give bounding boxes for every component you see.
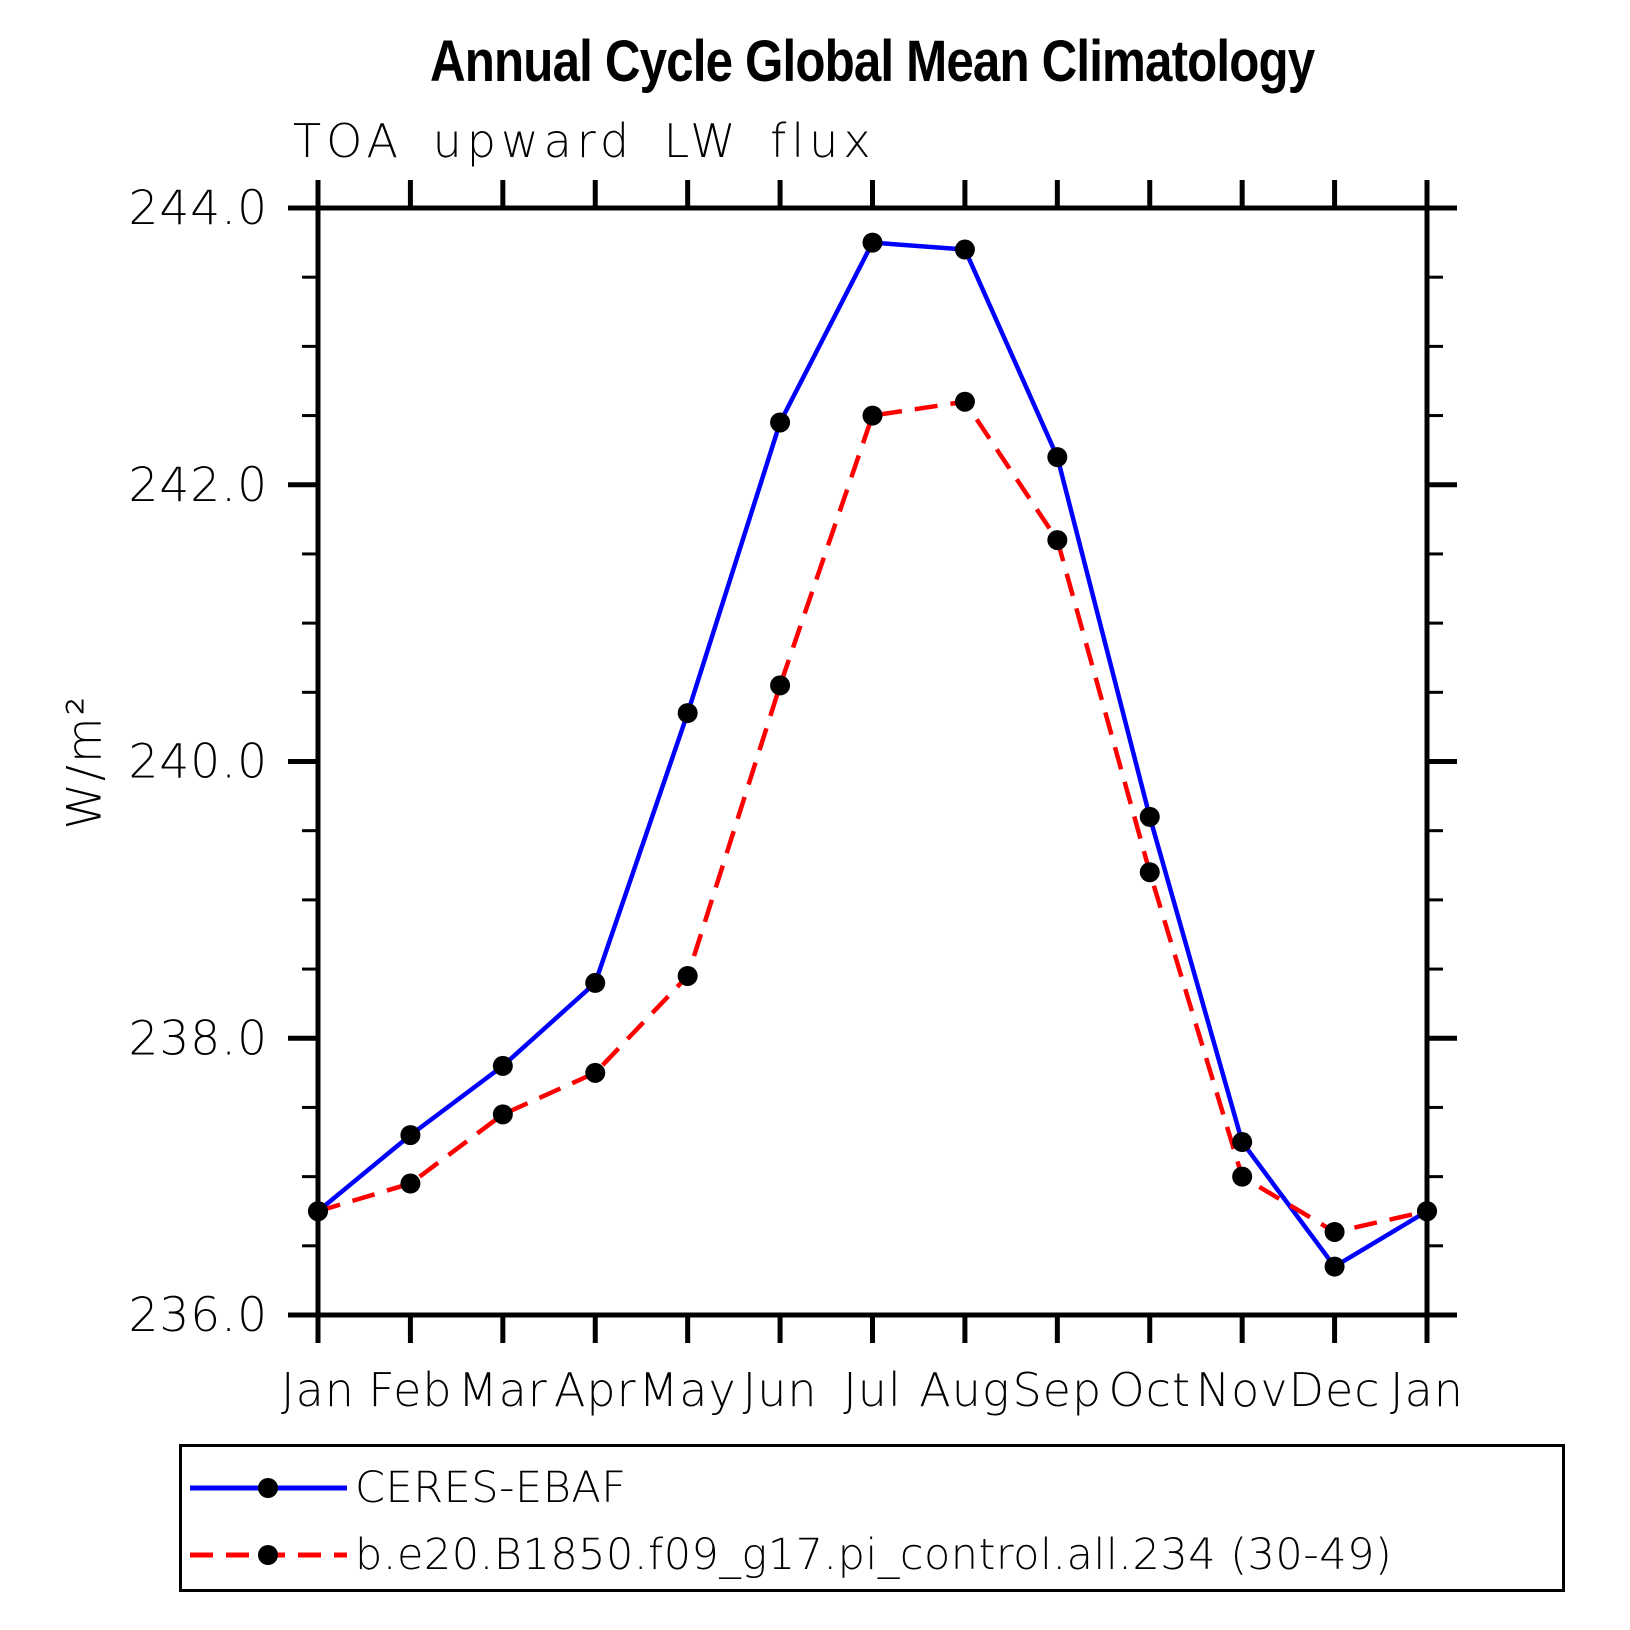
- x-tick-label: Jan: [281, 1363, 355, 1417]
- data-point-marker-s0-May: [677, 703, 698, 724]
- data-point-marker-s1-May: [677, 965, 698, 986]
- data-point-marker-s1-Jan: [1417, 1201, 1437, 1222]
- data-point-marker-s1-Jul: [862, 405, 883, 426]
- x-tick-label: Dec: [1289, 1363, 1381, 1417]
- data-point-marker-s0-Dec: [1324, 1256, 1345, 1277]
- legend-swatch-solid-line: [190, 1478, 347, 1498]
- chart-title: Annual Cycle Global Mean Climatology: [318, 28, 1427, 95]
- y-tick-label: 238.0: [128, 1011, 268, 1066]
- legend-label-model: b.e20.B1850.f09_g17.pi_control.all.234 (…: [355, 1530, 1393, 1580]
- data-point-marker-s1-Feb: [400, 1173, 421, 1194]
- data-point-marker-s0-Sep: [1047, 447, 1068, 468]
- data-point-marker-s1-Mar: [492, 1104, 513, 1125]
- y-tick-label: 244.0: [128, 181, 268, 236]
- x-tick-label: Apr: [554, 1363, 637, 1417]
- data-point-marker-s0-Jul: [862, 232, 883, 253]
- data-point-marker-s0-Apr: [585, 972, 606, 993]
- legend-marker-dot: [258, 1545, 278, 1565]
- legend-label-ceres-ebaf: CERES-EBAF: [355, 1463, 627, 1513]
- y-tick-label: 240.0: [128, 735, 268, 790]
- data-point-marker-s0-Jun: [770, 412, 791, 433]
- data-point-marker-s1-Apr: [585, 1062, 606, 1083]
- legend-entry-model: b.e20.B1850.f09_g17.pi_control.all.234 (…: [182, 1530, 1392, 1580]
- x-tick-label: Jul: [843, 1363, 902, 1417]
- data-point-marker-s1-Dec: [1324, 1221, 1345, 1242]
- legend-swatch-dashed-line: [190, 1545, 347, 1565]
- plot-frame: [315, 205, 1430, 1318]
- data-point-marker-s0-Mar: [492, 1055, 513, 1076]
- data-point-marker-s1-Jan: [308, 1201, 328, 1222]
- series-line-1: [317, 399, 1428, 1235]
- data-point-marker-s1-Nov: [1232, 1166, 1253, 1187]
- x-tick-label: Oct: [1108, 1363, 1191, 1417]
- x-tick-label: Nov: [1196, 1363, 1289, 1417]
- legend-marker-dot: [258, 1478, 278, 1498]
- data-point-marker-s0-Aug: [954, 239, 975, 260]
- y-tick-label: 236.0: [128, 1288, 268, 1343]
- x-tick-label: Mar: [458, 1363, 548, 1417]
- data-point-marker-s1-Sep: [1047, 530, 1068, 551]
- series-line-0: [316, 240, 1429, 1270]
- legend-entry-ceres-ebaf: CERES-EBAF: [182, 1463, 627, 1513]
- data-point-marker-s1-Aug: [954, 391, 975, 412]
- x-tick-label: Jan: [1390, 1363, 1464, 1417]
- x-tick-label: Sep: [1012, 1363, 1102, 1417]
- data-point-marker-s0-Nov: [1232, 1132, 1253, 1153]
- chart-subtitle: TOA upward LW flux: [293, 114, 876, 168]
- data-point-marker-s0-Oct: [1139, 806, 1160, 827]
- data-point-marker-s0-Feb: [400, 1125, 421, 1146]
- y-tick-label: 242.0: [128, 458, 268, 513]
- data-point-marker-s1-Jun: [770, 675, 791, 696]
- chart-title-text: Annual Cycle Global Mean Climatology: [430, 29, 1315, 94]
- x-tick-label: Jun: [743, 1363, 818, 1417]
- x-tick-label: May: [639, 1363, 737, 1417]
- legend-box: CERES-EBAF b.e20.B1850.f09_g17.pi_contro…: [179, 1444, 1565, 1592]
- x-tick-label: Feb: [368, 1363, 452, 1417]
- data-point-marker-s1-Oct: [1139, 862, 1160, 883]
- x-tick-label: Aug: [919, 1363, 1010, 1417]
